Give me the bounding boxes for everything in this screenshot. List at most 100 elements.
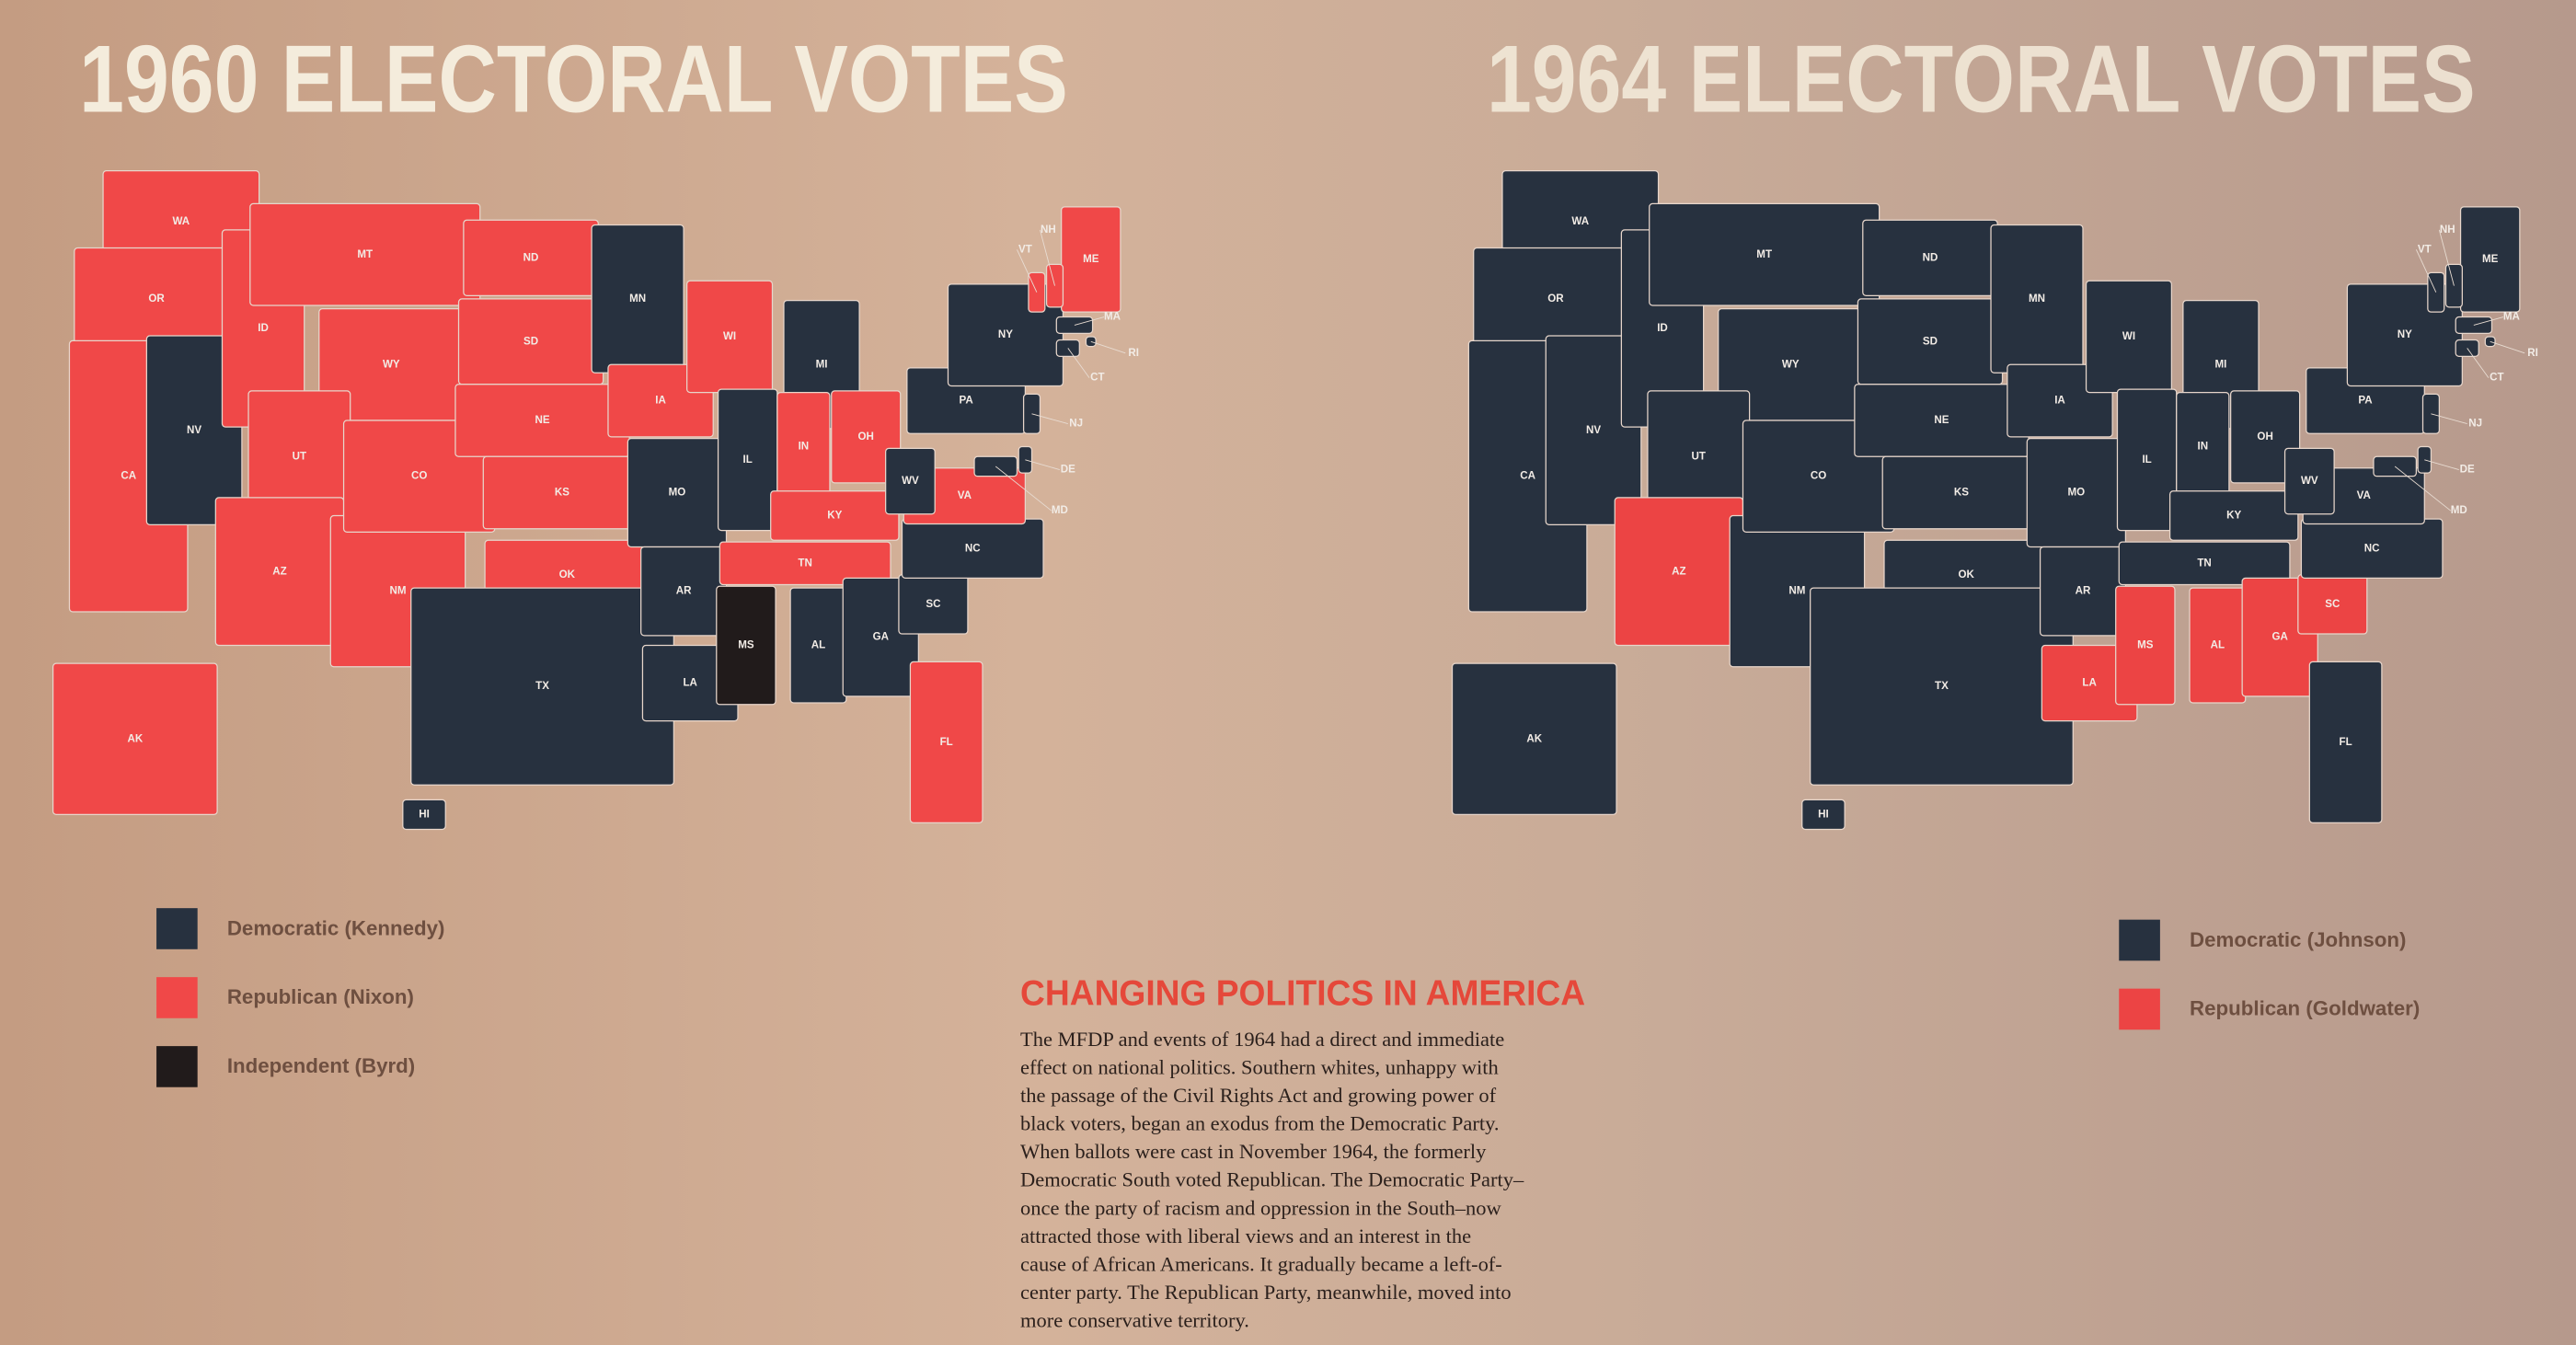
state-label: NC <box>2364 542 2380 554</box>
leader-line <box>995 466 1052 512</box>
state-label: WY <box>1782 358 1800 370</box>
map-title: 1964 ELECTORAL VOTES <box>1487 25 2476 132</box>
state <box>2118 541 2291 586</box>
state-label: NE <box>1934 414 1949 426</box>
state-label: AR <box>676 585 692 597</box>
state-label: NC <box>965 542 981 554</box>
state-label: MI <box>816 358 828 370</box>
state-label: IL <box>743 454 753 466</box>
state <box>1061 206 1121 313</box>
state-label: RI <box>1128 347 1139 359</box>
state <box>1801 799 1846 831</box>
state-label: MN <box>629 293 646 305</box>
state-label: CA <box>1520 470 1535 482</box>
legend-swatch <box>2119 919 2160 961</box>
state-label: NJ <box>1069 418 1083 430</box>
legend-label: Republican (Nixon) <box>227 985 414 1008</box>
map-title: 1960 ELECTORAL VOTES <box>79 25 1068 132</box>
leader-line <box>1090 340 1126 354</box>
state-label: NY <box>2398 328 2412 340</box>
state-label: AR <box>2076 585 2091 597</box>
state-label: LA <box>683 677 697 689</box>
state-label: IA <box>655 395 666 407</box>
state-label: NY <box>998 328 1013 340</box>
state <box>2484 336 2496 348</box>
us-map: WA OR CA NV ID MT WY UT AZ NM CO ND SD NE KS OK TX MN IA MO… <box>1451 170 2538 831</box>
state-label: NH <box>2440 224 2455 236</box>
state-label: AZ <box>272 565 286 577</box>
state-label: IN <box>2198 441 2209 453</box>
article-line: cause of African Americans. It gradually… <box>1020 1252 1502 1275</box>
article-line: more conservative territory. <box>1020 1308 1249 1331</box>
state <box>52 662 218 816</box>
state-label: MI <box>2214 358 2226 370</box>
state-label: FL <box>940 736 953 748</box>
state <box>2115 585 2176 706</box>
legend-label: Democratic (Kennedy) <box>227 916 445 939</box>
leader-line <box>2415 249 2437 293</box>
article-line: black voters, began an exodus from the D… <box>1020 1112 1500 1135</box>
state-label: WA <box>1571 215 1589 227</box>
state-label: MT <box>357 248 373 260</box>
article-line: When ballots were cast in November 1964,… <box>1020 1140 1487 1163</box>
state-label: VA <box>958 489 972 501</box>
state-label: OH <box>858 431 874 443</box>
legend-label: Republican (Goldwater) <box>2190 997 2420 1020</box>
state <box>909 661 983 823</box>
leader-line <box>1017 249 1038 293</box>
state-label: AL <box>811 639 825 651</box>
state-label: VT <box>1018 243 1032 255</box>
state-label: MS <box>738 639 754 651</box>
state-label: OK <box>559 569 576 581</box>
leader-line <box>1067 348 1090 378</box>
state-label: KS <box>1954 487 1969 499</box>
leader-line <box>2424 459 2459 470</box>
state-label: VA <box>2357 489 2372 501</box>
state-label: AL <box>2211 639 2225 651</box>
state-label: DE <box>2460 464 2475 476</box>
state-label: AK <box>127 732 143 744</box>
state-label: MT <box>1756 248 1772 260</box>
state-label: RI <box>2527 347 2538 359</box>
state-label: IN <box>799 441 810 453</box>
state <box>402 799 446 831</box>
leader-line <box>2467 348 2490 378</box>
state-label: SD <box>1923 335 1938 347</box>
state-label: OH <box>2257 431 2272 443</box>
article-line: The MFDP and events of 1964 had a direct… <box>1020 1028 1504 1051</box>
state <box>2455 316 2493 335</box>
state-label: IA <box>2054 395 2065 407</box>
leader-line <box>1031 413 1068 424</box>
state-label: ND <box>1923 251 1938 263</box>
state-label: MS <box>2137 639 2154 651</box>
legend-label: Democratic (Johnson) <box>2190 928 2406 951</box>
state-label: NJ <box>2468 418 2482 430</box>
state-label: WV <box>2301 475 2318 487</box>
state-label: WA <box>172 215 190 227</box>
leader-line <box>2431 413 2467 424</box>
state <box>2230 390 2301 484</box>
state <box>973 455 1018 477</box>
state-label: MO <box>2068 487 2086 499</box>
state-label: MA <box>1104 311 1121 323</box>
article-line: attracted those with liberal views and a… <box>1020 1224 1471 1247</box>
state-label: MD <box>1052 504 1068 516</box>
state-label: NM <box>389 585 406 597</box>
state-label: ID <box>1657 322 1668 334</box>
state-label: OR <box>1547 293 1564 305</box>
state-label: DE <box>1061 464 1075 476</box>
state-label: FL <box>2340 736 2352 748</box>
state-label: CT <box>1090 372 1104 384</box>
state-label: HI <box>419 808 430 820</box>
legend-swatch <box>156 908 198 949</box>
state-label: PA <box>2358 395 2373 407</box>
state <box>1018 445 1033 474</box>
legend-label: Independent (Byrd) <box>227 1054 415 1077</box>
state-label: GA <box>2272 631 2289 643</box>
state <box>2283 447 2335 515</box>
legend-swatch <box>156 977 198 1018</box>
article-line: Democratic South voted Republican. The D… <box>1020 1168 1524 1191</box>
us-map: WA OR CA NV ID MT WY UT AZ NM CO ND SD NE KS OK TX MN IA MO… <box>52 170 1139 831</box>
legend-swatch <box>156 1046 198 1087</box>
